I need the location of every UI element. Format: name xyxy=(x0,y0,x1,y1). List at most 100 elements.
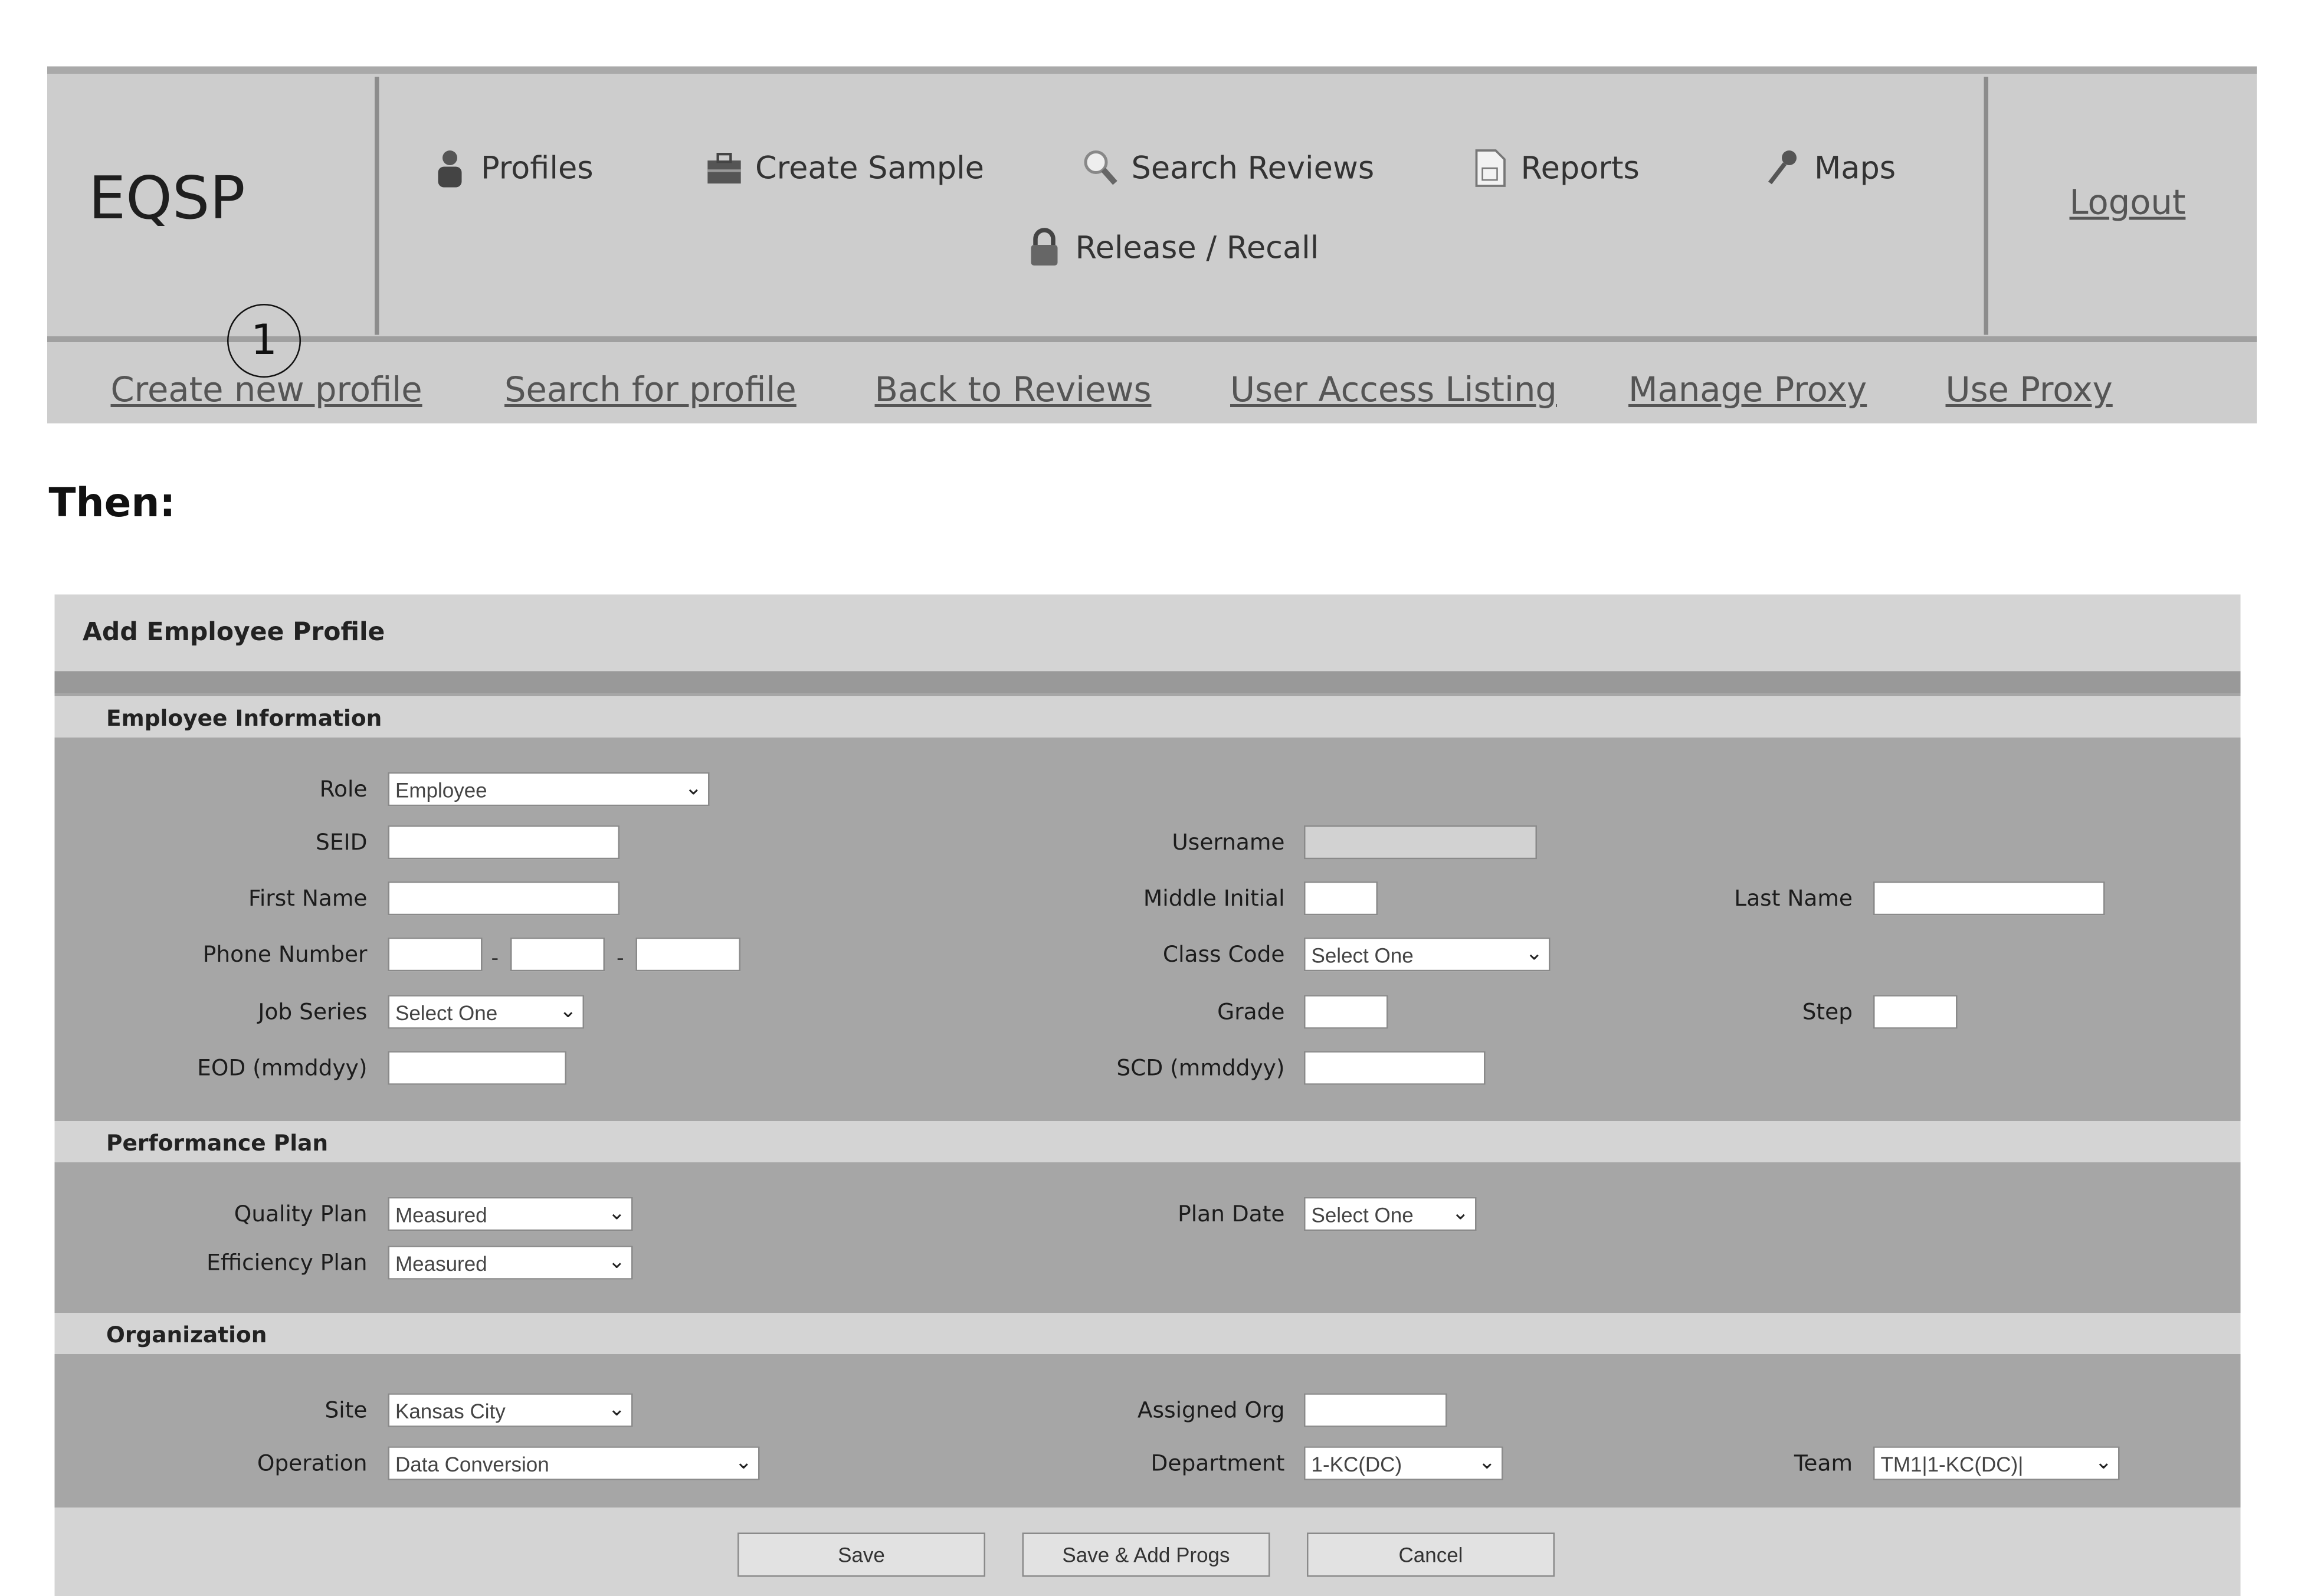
selected-value: Select One xyxy=(1312,943,1414,967)
divider xyxy=(47,336,2257,342)
chevron-down-icon: ⌄ xyxy=(1452,1200,1469,1225)
department-label: Department xyxy=(1151,1450,1285,1477)
selected-value: 1-KC(DC) xyxy=(1312,1452,1402,1476)
menu-create-sample[interactable]: Create Sample xyxy=(705,148,984,189)
chevron-down-icon: ⌄ xyxy=(1526,940,1543,966)
menu-search-reviews[interactable]: Search Reviews xyxy=(1081,148,1375,189)
seid-label: SEID xyxy=(316,829,367,856)
grade-label: Grade xyxy=(1217,999,1284,1025)
assigned-org-input[interactable] xyxy=(1304,1393,1447,1427)
class-code-label: Class Code xyxy=(1163,941,1285,968)
chevron-down-icon: ⌄ xyxy=(608,1248,625,1274)
save-add-progs-button[interactable]: Save & Add Progs xyxy=(1022,1533,1270,1577)
then-label: Then: xyxy=(49,481,176,527)
scd-input[interactable] xyxy=(1304,1051,1486,1085)
menu-label: Reports xyxy=(1521,150,1640,186)
annotation-marker: 1 xyxy=(227,304,301,378)
lock-icon xyxy=(1025,227,1064,268)
briefcase-icon xyxy=(705,148,743,189)
phone-part-2-input[interactable] xyxy=(510,938,605,972)
step-input[interactable] xyxy=(1873,995,1958,1029)
site-label: Site xyxy=(324,1397,367,1424)
department-select[interactable]: 1-KC(DC) ⌄ xyxy=(1304,1446,1503,1480)
operation-label: Operation xyxy=(257,1450,368,1477)
team-label: Team xyxy=(1794,1450,1853,1477)
team-select[interactable]: TM1|1-KC(DC)|⌄ xyxy=(1873,1446,2120,1480)
efficiency-plan-select[interactable]: Measured ⌄ xyxy=(388,1246,633,1280)
middle-initial-input[interactable] xyxy=(1304,881,1378,916)
phone-number-label: Phone Number xyxy=(203,941,368,968)
section-title: Employee Information xyxy=(106,705,382,732)
first-name-label: First Name xyxy=(248,885,367,912)
form-title-bar: Add Employee Profile xyxy=(55,595,2241,671)
chevron-down-icon: ⌄ xyxy=(1479,1449,1496,1474)
phone-part-3-input[interactable] xyxy=(636,938,741,972)
form-title: Add Employee Profile xyxy=(83,618,385,648)
chevron-down-icon: ⌄ xyxy=(2095,1449,2112,1474)
section-title: Organization xyxy=(106,1322,267,1348)
app-logo: EQSP xyxy=(88,165,245,233)
save-button[interactable]: Save xyxy=(738,1533,985,1577)
menu-reports[interactable]: Reports xyxy=(1471,148,1640,189)
selected-value: Measured xyxy=(395,1203,487,1227)
plan-date-label: Plan Date xyxy=(1178,1201,1284,1227)
grade-input[interactable] xyxy=(1304,995,1388,1029)
username-input[interactable] xyxy=(1304,825,1537,860)
phone-part-1-input[interactable] xyxy=(388,938,483,972)
quality-plan-select[interactable]: Measured ⌄ xyxy=(388,1197,633,1231)
menu-label: Maps xyxy=(1814,150,1896,186)
user-icon xyxy=(431,148,469,189)
efficiency-plan-label: Efficiency Plan xyxy=(206,1250,367,1276)
section-organization: Organization xyxy=(55,1313,2241,1354)
operation-select[interactable]: Data Conversion ⌄ xyxy=(388,1446,760,1480)
chevron-down-icon: ⌄ xyxy=(559,998,576,1023)
chevron-down-icon: ⌄ xyxy=(685,775,702,801)
role-select[interactable]: Employee⌄ xyxy=(388,772,710,807)
plan-date-select[interactable]: Select One ⌄ xyxy=(1304,1197,1477,1231)
chevron-down-icon: ⌄ xyxy=(735,1449,752,1474)
menu-label: Search Reviews xyxy=(1132,150,1375,186)
class-code-select[interactable]: Select One ⌄ xyxy=(1304,938,1551,972)
seid-input[interactable] xyxy=(388,825,620,860)
divider xyxy=(55,671,2241,694)
divider xyxy=(375,77,379,335)
menu-maps[interactable]: Maps xyxy=(1764,148,1896,189)
section-performance-plan: Performance Plan xyxy=(55,1121,2241,1162)
job-series-label: Job Series xyxy=(258,999,367,1025)
cancel-button[interactable]: Cancel xyxy=(1307,1533,1555,1577)
role-label: Role xyxy=(320,776,368,802)
menu-profiles[interactable]: Profiles xyxy=(431,148,594,189)
job-series-select[interactable]: Select One⌄ xyxy=(388,995,585,1029)
menu-label: Profiles xyxy=(481,150,594,186)
eod-input[interactable] xyxy=(388,1051,567,1085)
site-select[interactable]: Kansas City⌄ xyxy=(388,1393,633,1427)
eod-label: EOD (mmddyy) xyxy=(197,1055,367,1082)
magnifier-icon xyxy=(1081,148,1120,189)
chevron-down-icon: ⌄ xyxy=(608,1200,625,1225)
menu-release-recall[interactable]: Release / Recall xyxy=(1025,227,1319,268)
logout-link[interactable]: Logout xyxy=(2070,185,2186,223)
link-search-for-profile[interactable]: Search for profile xyxy=(504,372,796,410)
phone-separator: - xyxy=(617,947,624,971)
assigned-org-label: Assigned Org xyxy=(1138,1397,1285,1424)
first-name-input[interactable] xyxy=(388,881,620,916)
menu-label: Create Sample xyxy=(755,150,984,186)
section-employee-information: Employee Information xyxy=(55,696,2241,738)
link-manage-proxy[interactable]: Manage Proxy xyxy=(1628,372,1867,410)
link-use-proxy[interactable]: Use Proxy xyxy=(1946,372,2113,410)
step-label: Step xyxy=(1802,999,1853,1025)
quality-plan-label: Quality Plan xyxy=(234,1201,368,1227)
selected-value: Kansas City xyxy=(395,1399,506,1423)
link-user-access-listing[interactable]: User Access Listing xyxy=(1230,372,1557,410)
document-icon xyxy=(1471,148,1509,189)
scd-label: SCD (mmddyy) xyxy=(1116,1055,1284,1082)
pushpin-icon xyxy=(1764,148,1802,189)
last-name-input[interactable] xyxy=(1873,881,2105,916)
phone-separator: - xyxy=(491,947,499,971)
divider xyxy=(1984,77,1989,335)
link-back-to-reviews[interactable]: Back to Reviews xyxy=(875,372,1152,410)
selected-value: Data Conversion xyxy=(395,1452,549,1476)
selected-value: Measured xyxy=(395,1251,487,1275)
last-name-label: Last Name xyxy=(1734,885,1853,912)
selected-value: Select One xyxy=(1312,1203,1414,1227)
